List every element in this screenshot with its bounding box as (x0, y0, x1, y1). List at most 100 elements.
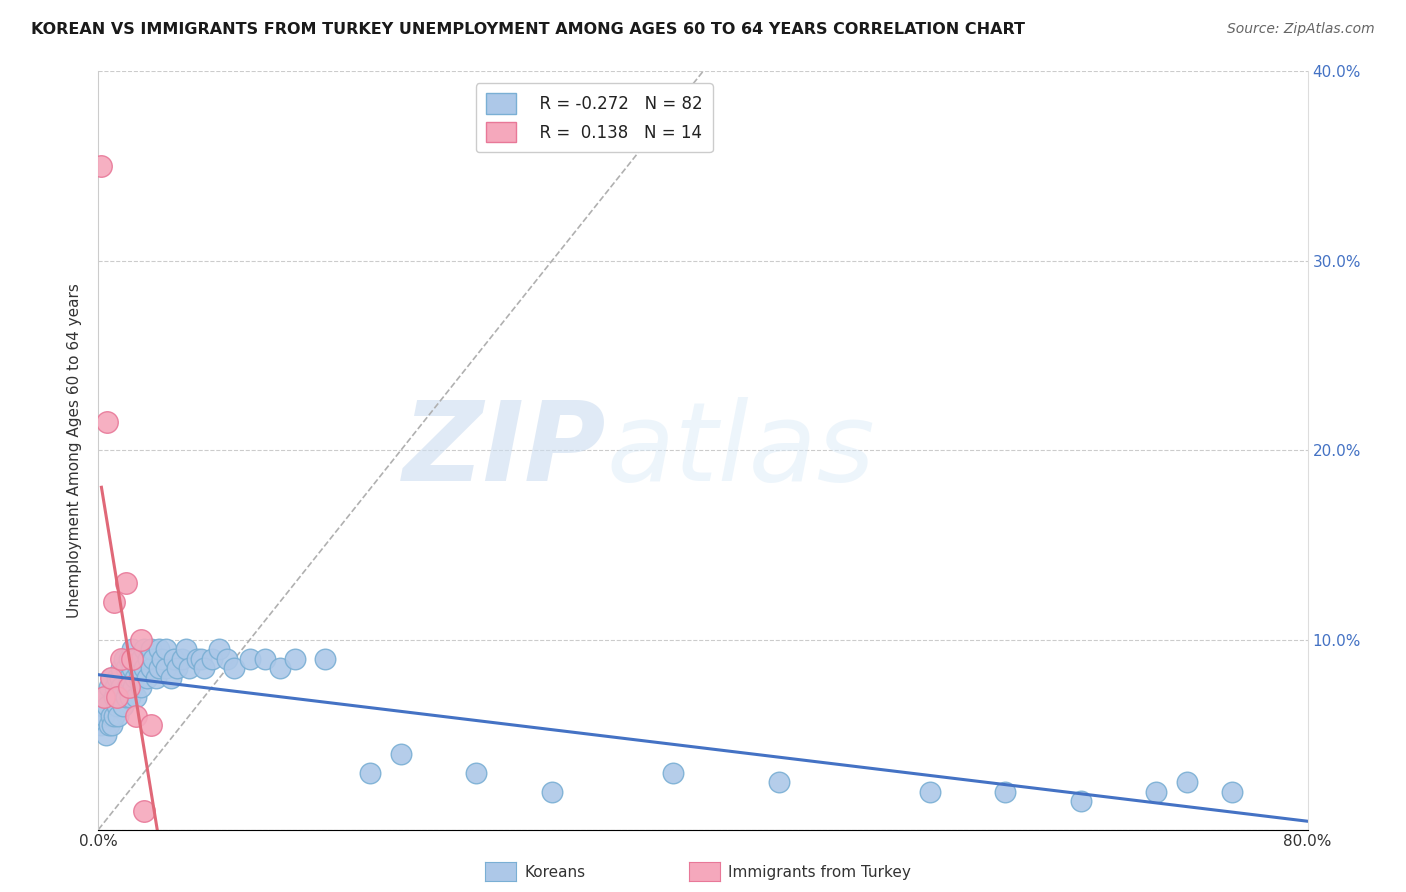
Text: ZIP: ZIP (402, 397, 606, 504)
Point (129, 681, 152, 695)
Point (121, 652, 143, 666)
Text: Source: ZipAtlas.com: Source: ZipAtlas.com (1227, 22, 1375, 37)
Point (98, 718, 121, 732)
Point (90, 718, 112, 732)
Y-axis label: Unemployment Among Ages 60 to 64 years: Unemployment Among Ages 60 to 64 years (67, 283, 83, 618)
Point (96, 699, 118, 714)
Point (121, 642, 143, 657)
Point (125, 690, 148, 704)
Point (103, 595, 125, 609)
Point (121, 661, 143, 675)
Point (160, 671, 183, 685)
Point (190, 652, 212, 666)
Point (96, 415, 118, 429)
Point (224, 661, 246, 675)
Point (145, 671, 167, 685)
Point (132, 642, 155, 657)
Point (100, 671, 122, 685)
Point (110, 661, 132, 675)
Point (148, 661, 170, 675)
Point (93, 690, 115, 704)
Point (120, 690, 142, 704)
Point (100, 708, 122, 723)
Point (540, 785, 562, 799)
Point (124, 671, 146, 685)
Point (142, 652, 165, 666)
Point (193, 661, 215, 675)
Point (141, 661, 163, 675)
Point (155, 642, 177, 657)
Text: atlas: atlas (606, 397, 875, 504)
Point (90, 159, 112, 173)
Point (118, 671, 141, 685)
Point (284, 652, 307, 666)
Point (186, 652, 208, 666)
Point (201, 652, 224, 666)
Point (150, 652, 173, 666)
Point (135, 671, 157, 685)
Point (107, 708, 129, 723)
Text: Immigrants from Turkey: Immigrants from Turkey (728, 865, 911, 880)
Point (115, 681, 138, 695)
Point (179, 661, 201, 675)
Point (93, 708, 115, 723)
Point (918, 785, 941, 799)
Point (94, 690, 117, 704)
Point (208, 642, 231, 657)
Point (132, 661, 155, 675)
Point (994, 785, 1017, 799)
Point (129, 633, 152, 648)
Point (91, 699, 114, 714)
Point (768, 775, 790, 789)
Point (148, 642, 170, 657)
Point (129, 652, 152, 666)
Point (360, 765, 382, 780)
Point (94, 728, 117, 742)
Point (101, 718, 124, 732)
Point (112, 652, 135, 666)
Point (141, 718, 163, 732)
Point (125, 652, 148, 666)
Point (118, 652, 141, 666)
Point (661, 765, 683, 780)
Point (110, 652, 132, 666)
Point (1175, 775, 1198, 789)
Point (128, 671, 150, 685)
Point (1220, 785, 1243, 799)
Point (111, 699, 134, 714)
Point (239, 652, 262, 666)
Point (100, 671, 122, 685)
Point (108, 671, 131, 685)
Point (465, 765, 488, 780)
Point (103, 690, 125, 704)
Point (132, 804, 155, 818)
Point (104, 681, 127, 695)
Point (155, 661, 177, 675)
Point (105, 671, 128, 685)
Point (105, 690, 128, 704)
Point (114, 576, 136, 591)
Point (103, 708, 125, 723)
Point (166, 661, 188, 675)
Point (141, 642, 163, 657)
Point (389, 747, 412, 761)
Text: Koreans: Koreans (524, 865, 585, 880)
Point (98, 681, 121, 695)
Point (314, 652, 336, 666)
Point (105, 699, 128, 714)
Legend:   R = -0.272   N = 82,   R =  0.138   N = 14: R = -0.272 N = 82, R = 0.138 N = 14 (475, 84, 713, 153)
Point (114, 690, 136, 704)
Point (114, 661, 136, 675)
Point (125, 708, 148, 723)
Point (107, 690, 129, 704)
Point (269, 661, 291, 675)
Point (253, 652, 276, 666)
Point (136, 652, 159, 666)
Point (1144, 785, 1167, 799)
Point (174, 642, 197, 657)
Point (215, 652, 238, 666)
Text: KOREAN VS IMMIGRANTS FROM TURKEY UNEMPLOYMENT AMONG AGES 60 TO 64 YEARS CORRELAT: KOREAN VS IMMIGRANTS FROM TURKEY UNEMPLO… (31, 22, 1025, 37)
Point (170, 652, 193, 666)
Point (1070, 794, 1092, 808)
Point (110, 681, 132, 695)
